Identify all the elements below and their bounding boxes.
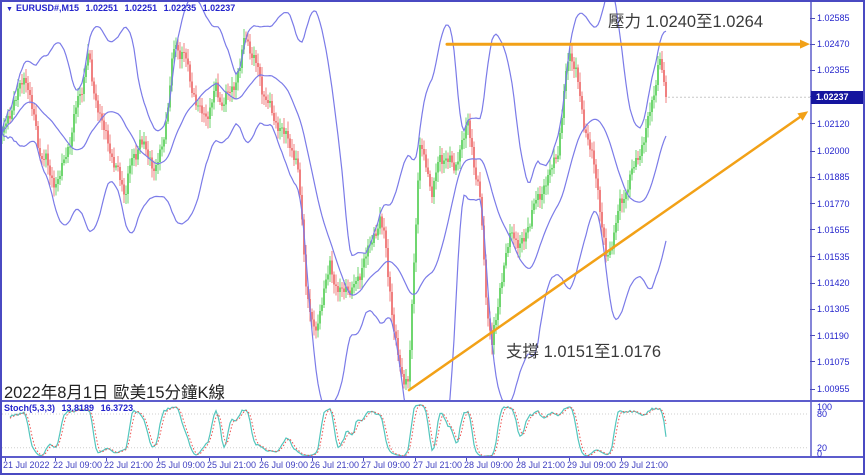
price-tick-mark: [810, 203, 815, 204]
time-tick-label: 28 Jul 09:00: [464, 460, 514, 470]
price-tick-mark: [810, 176, 815, 178]
price-tick-label: 1.01305: [817, 304, 850, 315]
price-tick-mark: [810, 388, 815, 390]
time-tick-mark: [55, 458, 56, 461]
price-tick-mark: [810, 361, 815, 363]
price-tick-mark: [810, 282, 815, 284]
time-axis[interactable]: [2, 458, 863, 473]
stoch-main-value: 13.8189: [61, 403, 95, 413]
time-tick-mark: [363, 458, 364, 461]
price-tick-label: 1.02000: [817, 146, 850, 157]
time-tick-label: 22 Jul 21:00: [104, 460, 154, 470]
time-tick-label: 27 Jul 09:00: [361, 460, 411, 470]
price-tick-mark: [810, 69, 815, 71]
symbol-label: EURUSD#,M15: [15, 3, 79, 13]
resistance-annotation: 壓力 1.0240至1.0264: [608, 13, 764, 31]
price-tick-label: 1.01075: [817, 356, 850, 367]
time-tick-label: 21 Jul 2022: [3, 460, 50, 470]
price-tick-mark: [810, 17, 815, 19]
quote-open: 1.02251: [85, 3, 119, 13]
price-tick-label: 1.02355: [817, 65, 850, 76]
price-tick-mark: [810, 123, 815, 125]
time-tick-label: 26 Jul 21:00: [310, 460, 360, 470]
stoch-tick-label: 0: [817, 449, 823, 459]
stochastic-panel[interactable]: [2, 402, 810, 456]
support-annotation: 支撐 1.0151至1.0176: [506, 343, 662, 361]
price-tick-label: 1.01885: [817, 172, 850, 183]
time-tick-mark: [106, 458, 107, 461]
price-axis[interactable]: [812, 2, 863, 457]
time-tick-mark: [569, 458, 570, 461]
time-tick-mark: [261, 458, 262, 461]
quote-high: 1.02251: [124, 3, 158, 13]
symbol-header: ▼ EURUSD#,M15 1.02251 1.02251 1.02235 1.0…: [6, 3, 239, 13]
stoch-tick-label: 20: [817, 442, 828, 453]
time-tick-mark: [466, 458, 467, 461]
time-tick-label: 25 Jul 09:00: [156, 460, 206, 470]
price-tick-mark: [810, 229, 815, 231]
time-tick-mark: [518, 458, 519, 461]
time-tick-label: 27 Jul 21:00: [413, 460, 463, 470]
stoch-tick-label: 100: [817, 402, 833, 412]
stochastic-label: Stoch(5,3,3) 13.8189 16.3723: [4, 403, 137, 413]
price-tick-mark: [810, 308, 815, 310]
price-tick-label: 1.01770: [817, 198, 850, 209]
price-tick-mark: [810, 335, 815, 337]
time-tick-label: 29 Jul 21:00: [619, 460, 669, 470]
quote-low: 1.02235: [163, 3, 197, 13]
time-tick-label: 26 Jul 09:00: [259, 460, 309, 470]
chart-dropdown-icon[interactable]: ▼: [6, 6, 13, 13]
time-tick-mark: [158, 458, 159, 461]
panel-divider-bottom: [2, 456, 863, 458]
time-tick-mark: [312, 458, 313, 461]
time-tick-label: 28 Jul 21:00: [516, 460, 566, 470]
time-tick-mark: [621, 458, 622, 461]
time-tick-mark: [209, 458, 210, 461]
price-tick-label: 1.01420: [817, 278, 850, 289]
price-tick-label: 1.00955: [817, 384, 850, 394]
price-tick-label: 1.01190: [817, 330, 849, 341]
time-tick-mark: [5, 458, 6, 461]
time-tick-label: 22 Jul 09:00: [53, 460, 103, 470]
current-price-badge: 1.02237: [811, 91, 863, 104]
price-tick-label: 1.02470: [817, 39, 850, 50]
price-tick-mark: [810, 43, 815, 45]
stoch-signal-value: 16.3723: [100, 403, 134, 413]
price-tick-label: 1.02120: [817, 118, 850, 129]
price-tick-label: 1.01535: [817, 251, 850, 262]
price-tick-mark: [810, 150, 815, 152]
date-annotation: 2022年8月1日 歐美15分鐘K線: [4, 384, 226, 402]
stoch-tick-label: 80: [817, 409, 828, 419]
price-tick-label: 1.02585: [817, 13, 850, 23]
price-tick-mark: [810, 256, 815, 258]
stoch-name: Stoch(5,3,3): [4, 403, 56, 413]
panel-divider-top: [2, 400, 863, 402]
time-tick-mark: [415, 458, 416, 461]
quote-close: 1.02237: [202, 3, 236, 13]
time-tick-label: 25 Jul 21:00: [207, 460, 257, 470]
time-tick-label: 29 Jul 09:00: [567, 460, 617, 470]
price-tick-label: 1.01655: [817, 224, 850, 235]
